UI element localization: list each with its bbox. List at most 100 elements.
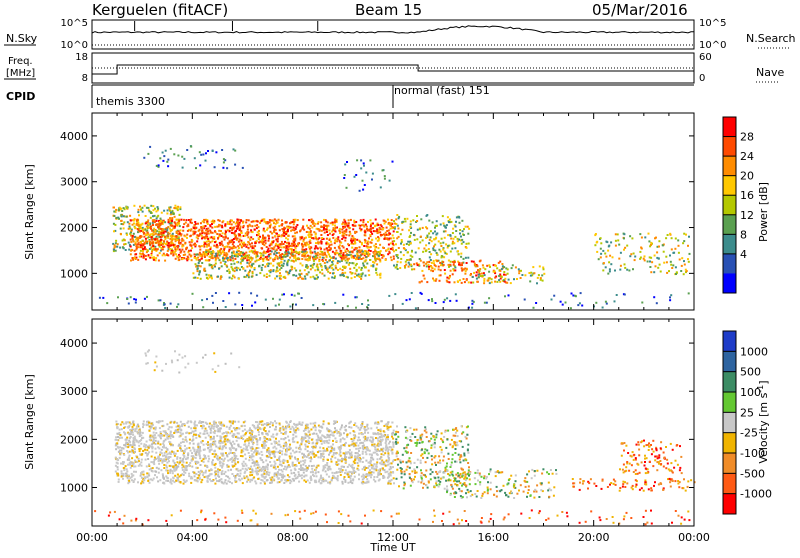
power-echo bbox=[224, 233, 226, 235]
power-echo bbox=[256, 240, 258, 242]
velocity-echo bbox=[325, 470, 327, 472]
velocity-echo bbox=[357, 448, 359, 450]
power-echo bbox=[489, 282, 491, 284]
velocity-echo bbox=[365, 453, 367, 455]
velocity-echo bbox=[312, 470, 314, 472]
power-echo bbox=[160, 233, 162, 235]
power-echo bbox=[215, 292, 217, 294]
power-echo bbox=[377, 236, 379, 238]
power-echo bbox=[191, 222, 193, 224]
power-y-axis-label: Slant Range [km] bbox=[23, 164, 36, 260]
power-echo bbox=[409, 298, 411, 300]
power-echo bbox=[454, 267, 456, 269]
power-echo bbox=[398, 216, 400, 218]
power-echo bbox=[299, 274, 301, 276]
power-echo bbox=[609, 270, 611, 272]
velocity-echo bbox=[289, 466, 291, 468]
power-echo bbox=[420, 260, 422, 262]
power-echo bbox=[215, 263, 217, 265]
power-echo bbox=[280, 278, 282, 280]
power-echo bbox=[285, 221, 287, 223]
power-echo bbox=[457, 281, 459, 283]
power-echo bbox=[139, 206, 141, 208]
velocity-echo bbox=[132, 426, 134, 428]
velocity-echo bbox=[220, 465, 222, 467]
velocity-echo bbox=[349, 432, 351, 434]
power-echo bbox=[329, 233, 331, 235]
power-echo bbox=[656, 257, 658, 259]
power-echo bbox=[610, 263, 612, 265]
power-echo bbox=[309, 242, 311, 244]
velocity-echo bbox=[177, 431, 179, 433]
power-echo bbox=[608, 261, 610, 263]
power-echo bbox=[353, 220, 355, 222]
power-echo bbox=[120, 220, 122, 222]
power-echo bbox=[629, 255, 631, 257]
power-echo bbox=[471, 303, 473, 305]
power-echo bbox=[238, 241, 240, 243]
velocity-echo bbox=[209, 428, 211, 430]
velocity-echo bbox=[173, 477, 175, 479]
power-echo bbox=[267, 265, 269, 267]
power-echo bbox=[218, 230, 220, 232]
power-echo bbox=[154, 239, 156, 241]
power-echo bbox=[296, 224, 298, 226]
power-echo bbox=[503, 279, 505, 281]
power-echo bbox=[553, 295, 555, 297]
velocity-echo bbox=[346, 436, 348, 438]
power-echo bbox=[238, 292, 240, 294]
power-echo bbox=[248, 276, 250, 278]
power-echo bbox=[213, 251, 215, 253]
power-echo bbox=[178, 236, 180, 238]
power-echo bbox=[295, 275, 297, 277]
power-echo bbox=[441, 238, 443, 240]
velocity-echo bbox=[319, 447, 321, 449]
power-echo bbox=[325, 259, 327, 261]
velocity-echo bbox=[136, 461, 138, 463]
power-echo bbox=[671, 237, 673, 239]
velocity-echo bbox=[244, 429, 246, 431]
power-echo bbox=[484, 302, 486, 304]
power-echo bbox=[648, 240, 650, 242]
power-echo bbox=[188, 250, 190, 252]
power-echo bbox=[239, 228, 241, 230]
power-echo bbox=[369, 159, 371, 161]
velocity-echo bbox=[328, 439, 330, 441]
power-echo bbox=[385, 232, 387, 234]
power-echo bbox=[352, 228, 354, 230]
velocity-echo bbox=[227, 460, 229, 462]
velocity-echo bbox=[215, 446, 217, 448]
power-echo bbox=[325, 255, 327, 257]
power-echo bbox=[430, 270, 432, 272]
power-echo bbox=[397, 261, 399, 263]
velocity-echo bbox=[162, 425, 164, 427]
velocity-echo bbox=[170, 481, 172, 483]
power-echo bbox=[222, 245, 224, 247]
colorbar-segment bbox=[723, 176, 736, 196]
power-echo bbox=[362, 180, 364, 182]
power-echo bbox=[324, 232, 326, 234]
power-echo bbox=[346, 187, 348, 189]
velocity-echo bbox=[131, 446, 133, 448]
velocity-echo bbox=[265, 445, 267, 447]
power-echo bbox=[134, 236, 136, 238]
power-echo bbox=[126, 234, 128, 236]
velocity-echo bbox=[126, 468, 128, 470]
power-echo bbox=[187, 230, 189, 232]
power-echo bbox=[656, 251, 658, 253]
velocity-echo bbox=[211, 425, 213, 427]
power-echo bbox=[503, 271, 505, 273]
power-echo bbox=[454, 261, 456, 263]
power-echo bbox=[395, 243, 397, 245]
power-echo bbox=[420, 218, 422, 220]
power-echo bbox=[455, 230, 457, 232]
power-echo bbox=[224, 225, 226, 227]
power-echo bbox=[430, 259, 432, 261]
power-echo bbox=[210, 275, 212, 277]
power-echo bbox=[350, 254, 352, 256]
velocity-echo bbox=[165, 465, 167, 467]
power-echo bbox=[480, 260, 482, 262]
power-echo bbox=[128, 303, 130, 305]
velocity-echo bbox=[128, 457, 130, 459]
velocity-echo bbox=[184, 445, 186, 447]
